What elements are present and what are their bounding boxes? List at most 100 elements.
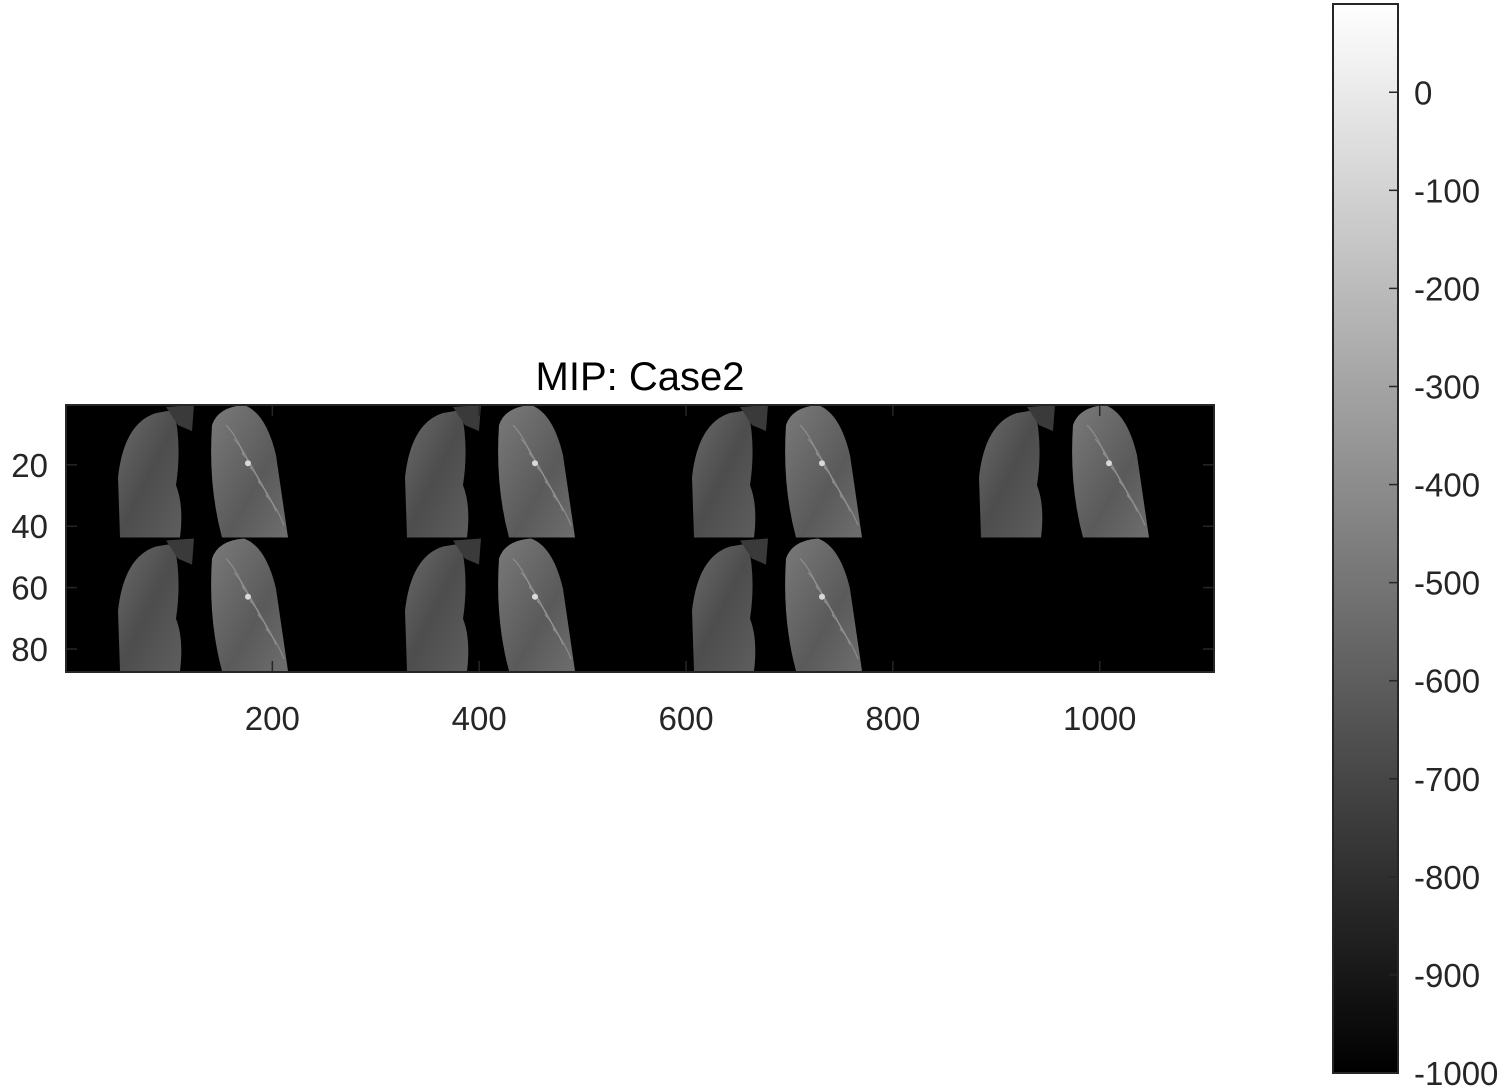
vessel-streak bbox=[839, 628, 859, 660]
chart-title: MIP: Case2 bbox=[536, 355, 745, 399]
upper-structure bbox=[740, 538, 768, 565]
image-axes-frame bbox=[65, 404, 1215, 673]
right-lung-region bbox=[211, 405, 288, 538]
vessel-streak bbox=[257, 614, 277, 646]
upper-structure bbox=[166, 405, 194, 432]
x-tick-label: 600 bbox=[658, 700, 713, 737]
colorbar-ticks: 0 -100 -200 -300 -400 -500 -600 -700 -800 -900 -10… bbox=[1389, 74, 1498, 1091]
colorbar-gradient bbox=[1333, 4, 1398, 1073]
vessel-streak bbox=[1086, 424, 1106, 456]
y-tick-label: 80 bbox=[11, 631, 48, 668]
colorbar-frame bbox=[1332, 3, 1399, 1074]
upper-structure bbox=[166, 538, 194, 565]
x-tick-label: 1000 bbox=[1063, 700, 1136, 737]
left-lung-region bbox=[692, 410, 756, 538]
right-lung-region bbox=[211, 538, 288, 671]
vessel-streak bbox=[257, 480, 277, 512]
y-tick-label: 60 bbox=[11, 570, 48, 607]
bright-spot bbox=[532, 460, 538, 467]
right-lung-region bbox=[498, 538, 575, 671]
vessel-streak bbox=[544, 614, 564, 646]
colorbar-tick-label: -1000 bbox=[1414, 1055, 1498, 1091]
right-lung-region bbox=[785, 538, 862, 671]
vessel-streak bbox=[536, 466, 556, 498]
vessel-streak bbox=[823, 466, 843, 498]
vessel-streak bbox=[1118, 480, 1138, 512]
x-tick-label: 200 bbox=[245, 700, 300, 737]
colorbar-tick-label: -800 bbox=[1414, 859, 1480, 896]
vessel-streak bbox=[520, 438, 540, 470]
vessel-streak bbox=[1102, 452, 1122, 484]
vessel-streak bbox=[528, 452, 548, 484]
left-lung-region bbox=[118, 410, 182, 538]
vessel-streak bbox=[815, 586, 835, 618]
vessel-streak bbox=[241, 586, 261, 618]
colorbar-tick-label: -600 bbox=[1414, 663, 1480, 700]
colorbar-tick-label: -700 bbox=[1414, 761, 1480, 798]
vessel-streak bbox=[1094, 438, 1114, 470]
vessel-streak bbox=[512, 424, 532, 456]
y-tick-label: 20 bbox=[11, 447, 48, 484]
montage-slice bbox=[979, 405, 1149, 538]
vessel-streak bbox=[799, 558, 819, 589]
bright-spot bbox=[819, 593, 825, 600]
montage-slice bbox=[692, 405, 862, 538]
colorbar-tick-label: -500 bbox=[1414, 565, 1480, 602]
vessel-streak bbox=[544, 480, 564, 512]
colorbar: 0 -100 -200 -300 -400 -500 -600 -700 -800 -900 -10… bbox=[1332, 3, 1498, 1091]
x-tick-label: 400 bbox=[452, 700, 507, 737]
left-lung-region bbox=[979, 410, 1043, 538]
montage-slice bbox=[118, 538, 288, 671]
vessel-streak bbox=[233, 438, 253, 470]
bright-spot bbox=[819, 460, 825, 467]
montage-slice bbox=[692, 538, 862, 671]
right-lung-region bbox=[1072, 405, 1149, 538]
vessel-streak bbox=[233, 572, 253, 603]
upper-structure bbox=[453, 405, 481, 432]
upper-structure bbox=[740, 405, 768, 432]
bright-spot bbox=[1106, 460, 1112, 467]
vessel-streak bbox=[839, 494, 859, 526]
vessel-streak bbox=[552, 628, 572, 660]
vessel-streak bbox=[241, 452, 261, 484]
vessel-streak bbox=[1110, 466, 1130, 498]
vessel-streak bbox=[520, 572, 540, 603]
vessel-streak bbox=[552, 494, 572, 526]
bright-spot bbox=[245, 593, 251, 600]
y-tick-label: 40 bbox=[11, 508, 48, 545]
vessel-streak bbox=[831, 480, 851, 512]
colorbar-tick-label: -900 bbox=[1414, 957, 1480, 994]
colorbar-tick-label: -200 bbox=[1414, 270, 1480, 307]
vessel-streak bbox=[265, 628, 285, 660]
vessel-streak bbox=[528, 586, 548, 618]
montage-slice bbox=[118, 405, 288, 538]
left-lung-region bbox=[692, 543, 756, 671]
colorbar-tick-label: -300 bbox=[1414, 368, 1480, 405]
vessel-streak bbox=[823, 600, 843, 632]
montage-tiles bbox=[118, 405, 1149, 671]
vessel-streak bbox=[512, 558, 532, 589]
bright-spot bbox=[532, 593, 538, 600]
x-tick-label: 800 bbox=[865, 700, 920, 737]
vessel-streak bbox=[831, 614, 851, 646]
vessel-streak bbox=[536, 600, 556, 632]
vessel-streak bbox=[815, 452, 835, 484]
right-lung-region bbox=[498, 405, 575, 538]
x-axis-ticks: 200 400 600 800 1000 bbox=[245, 405, 1136, 737]
colorbar-tick-label: 0 bbox=[1414, 74, 1432, 111]
vessel-streak bbox=[225, 424, 245, 456]
montage-slice bbox=[405, 405, 575, 538]
upper-structure bbox=[1027, 405, 1055, 432]
left-lung-region bbox=[118, 543, 182, 671]
image-axes: 200 400 600 800 1000 20 40 60 80 bbox=[11, 404, 1215, 737]
bright-spot bbox=[245, 460, 251, 467]
vessel-streak bbox=[225, 558, 245, 589]
vessel-streak bbox=[249, 600, 269, 632]
montage-slice bbox=[405, 538, 575, 671]
left-lung-region bbox=[405, 543, 469, 671]
vessel-streak bbox=[249, 466, 269, 498]
colorbar-tick-label: -400 bbox=[1414, 467, 1480, 504]
y-axis-ticks: 20 40 60 80 bbox=[11, 447, 1214, 668]
upper-structure bbox=[453, 538, 481, 565]
